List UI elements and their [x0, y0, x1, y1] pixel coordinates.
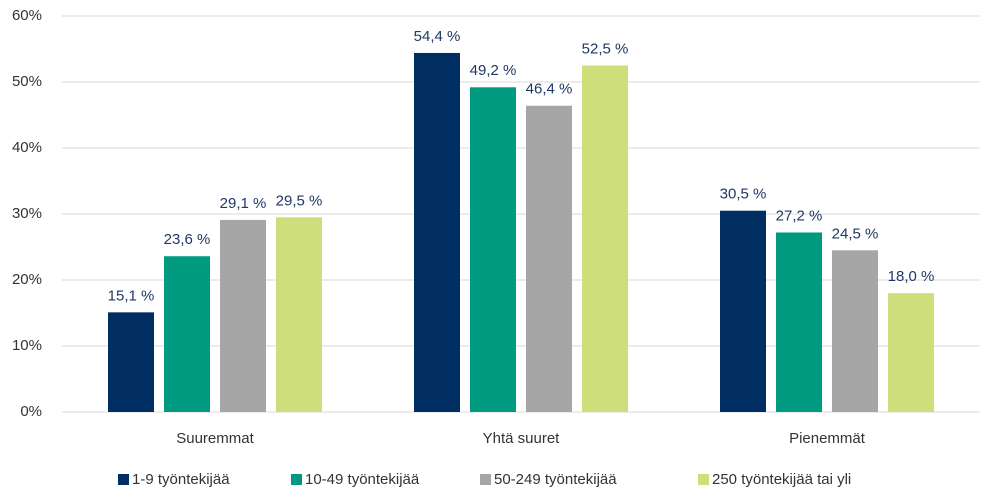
- y-tick-label: 40%: [12, 139, 42, 156]
- value-label: 30,5 %: [720, 186, 767, 203]
- legend-swatch: [698, 474, 709, 485]
- y-tick-label: 10%: [12, 337, 42, 354]
- bar: [414, 52, 460, 413]
- legend-swatch: [480, 474, 491, 485]
- y-tick-label: 30%: [12, 205, 42, 222]
- bar: [526, 105, 572, 412]
- value-label: 29,1 %: [220, 195, 267, 212]
- bar: [220, 219, 266, 412]
- legend-swatch: [291, 474, 302, 485]
- legend-label: 50-249 työntekijää: [494, 471, 617, 488]
- y-tick-label: 20%: [12, 271, 42, 288]
- x-tick-label: Yhtä suuret: [483, 430, 561, 447]
- value-label: 46,4 %: [526, 81, 573, 98]
- bar: [888, 293, 934, 412]
- bar: [720, 210, 766, 412]
- value-label: 52,5 %: [582, 40, 629, 57]
- legend-label: 10-49 työntekijää: [305, 471, 420, 488]
- value-label: 27,2 %: [776, 207, 823, 224]
- bar: [470, 87, 516, 412]
- value-label: 23,6 %: [164, 231, 211, 248]
- value-label: 54,4 %: [414, 28, 461, 45]
- y-tick-label: 60%: [12, 7, 42, 24]
- y-tick-label: 0%: [20, 403, 42, 420]
- x-tick-label: Pienemmät: [789, 430, 866, 447]
- legend-label: 250 työntekijää tai yli: [712, 471, 851, 488]
- value-label: 24,5 %: [832, 225, 879, 242]
- y-tick-label: 50%: [12, 73, 42, 90]
- value-label: 15,1 %: [108, 287, 155, 304]
- value-label: 49,2 %: [470, 62, 517, 79]
- legend-swatch: [118, 474, 129, 485]
- bar: [164, 256, 210, 412]
- bar: [582, 65, 628, 412]
- bar: [276, 217, 322, 412]
- value-label: 18,0 %: [888, 268, 935, 285]
- bar: [108, 312, 154, 412]
- value-label: 29,5 %: [276, 192, 323, 209]
- x-tick-label: Suuremmat: [176, 430, 254, 447]
- bar: [832, 250, 878, 412]
- legend-label: 1-9 työntekijää: [132, 471, 230, 488]
- bar: [776, 232, 822, 412]
